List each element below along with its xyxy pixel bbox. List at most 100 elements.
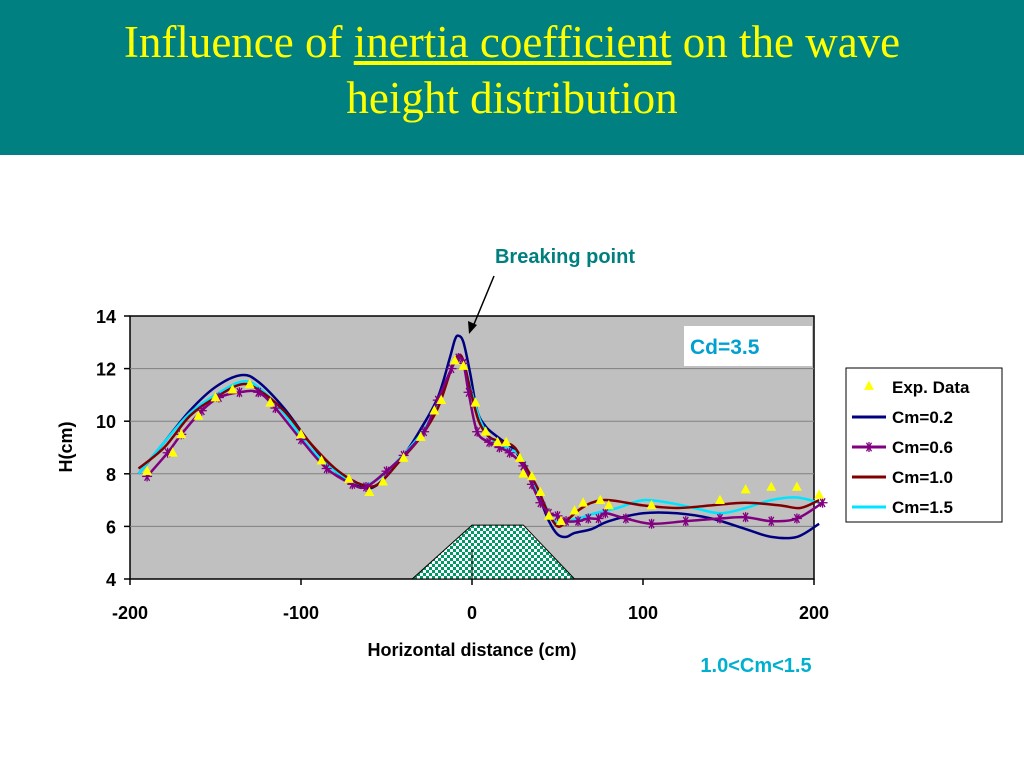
data-point [814, 489, 825, 499]
data-point [470, 397, 481, 407]
data-point [227, 384, 238, 394]
grid-lines [130, 368, 814, 527]
y-tick-label: 10 [96, 412, 116, 432]
data-point [436, 394, 447, 405]
legend-item: Cm=0.2 [852, 408, 953, 427]
x-tick-label: -200 [112, 603, 148, 623]
slide-title: Influence of inertia coefficient on the … [0, 14, 1024, 126]
title-underlined: inertia coefficient [353, 17, 672, 67]
title-bar [0, 0, 1024, 155]
series-cm-0-6 [142, 353, 828, 529]
data-point [595, 494, 606, 504]
legend-label: Cm=0.2 [892, 408, 953, 427]
breaking-point-arrowhead [468, 321, 477, 334]
data-point [296, 428, 306, 439]
star-marker [740, 512, 751, 523]
x-tick-label: 100 [628, 603, 658, 623]
y-axis-label: H(cm) [56, 421, 76, 472]
legend-label: Exp. Data [892, 378, 970, 397]
series-cm-1-0 [137, 353, 820, 529]
star-marker [620, 513, 631, 524]
breakwater-polygon [410, 524, 576, 580]
data-point [265, 397, 276, 407]
data-point [492, 436, 503, 447]
legend-label: Cm=0.6 [892, 438, 953, 457]
star-marker [484, 437, 495, 448]
title-line2: height distribution [346, 73, 678, 123]
data-point [244, 378, 255, 389]
data-point [646, 499, 657, 510]
legend-box [845, 367, 1003, 523]
data-point [210, 392, 221, 402]
star-marker [253, 387, 264, 398]
data-point [449, 355, 460, 365]
y-tick-label: 6 [106, 517, 116, 537]
data-point [535, 486, 546, 497]
data-point [740, 484, 751, 494]
star-marker [526, 479, 537, 490]
breaking-point-label: Breaking point [495, 246, 635, 268]
star-marker [446, 363, 457, 374]
star-marker [504, 447, 515, 458]
legend-item: Cm=0.6 [852, 438, 953, 457]
data-point [398, 452, 409, 462]
star-marker [573, 516, 584, 527]
legend-item: Exp. Data [864, 378, 970, 397]
data-point [715, 494, 725, 504]
y-tick-label: 14 [96, 307, 116, 327]
legend-label: Cm=1.0 [892, 468, 953, 487]
data-point [193, 410, 204, 420]
data-point [343, 473, 354, 483]
data-point [316, 455, 327, 465]
data-point [167, 447, 178, 457]
star-marker [535, 497, 546, 508]
star-marker [583, 513, 594, 524]
data-point [378, 476, 389, 486]
star-marker [714, 513, 725, 524]
star-marker [381, 466, 392, 477]
star-marker [472, 426, 483, 437]
data-point [555, 515, 566, 525]
star-marker [864, 442, 874, 452]
data-point [518, 468, 529, 478]
data-point [364, 486, 375, 497]
breakwater-shape [410, 524, 576, 580]
data-point [526, 470, 537, 481]
breaking-point-arrow [471, 275, 495, 330]
data-point [569, 505, 580, 515]
x-tick-label: 0 [467, 603, 477, 623]
x-tick-label: 200 [799, 603, 829, 623]
legend-item: Cm=1.0 [852, 468, 953, 487]
y-tick-label: 12 [96, 360, 116, 380]
star-marker [234, 387, 245, 398]
data-point [429, 405, 440, 415]
data-point [415, 431, 426, 441]
star-marker [463, 387, 474, 398]
data-point [544, 510, 554, 520]
star-marker [600, 508, 611, 519]
star-marker [766, 516, 777, 527]
data-point [603, 499, 614, 510]
data-point [578, 497, 589, 507]
data-point [514, 452, 525, 462]
y-tick-label: 4 [106, 570, 116, 590]
star-marker [646, 518, 657, 529]
data-point [142, 465, 153, 476]
star-marker [321, 463, 332, 474]
data-point [480, 426, 491, 436]
legend-label: Cm=1.5 [892, 498, 953, 517]
star-marker [360, 481, 371, 492]
star-marker [817, 497, 828, 508]
data-point [176, 428, 187, 439]
cm-range-label: 1.0<Cm<1.5 [700, 655, 811, 677]
series-layer [137, 334, 828, 540]
legend: Exp. Data Cm=0.2 Cm=0.6 Cm=1.0 Cm=1.5 [845, 367, 1003, 523]
data-point [791, 481, 802, 491]
legend-marker [864, 380, 874, 390]
star-marker [791, 513, 802, 524]
series-line-cm-1-0 [137, 353, 820, 529]
series-line-cm-1-5 [137, 356, 820, 524]
series-cm-1-5 [137, 356, 820, 524]
title-part2: on the wave [671, 17, 901, 67]
